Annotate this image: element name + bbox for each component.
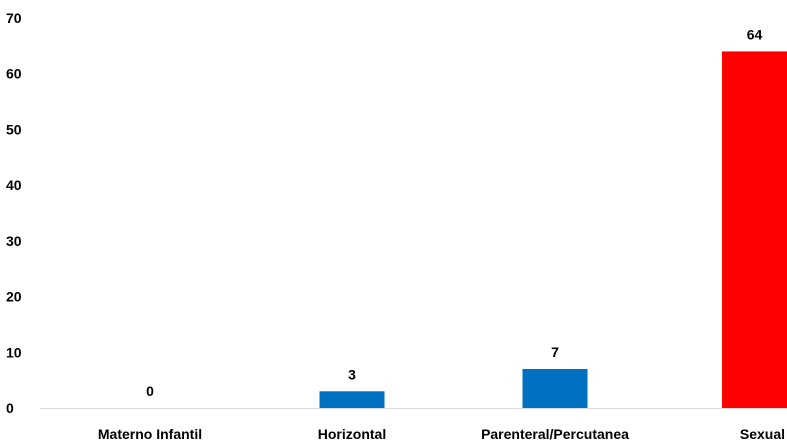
data-label: 7 [551,344,559,360]
bar-parenteral-percutanea [522,369,588,408]
bar-sexual [722,51,787,409]
y-tick-label: 70 [6,10,22,26]
y-tick-label: 50 [6,121,22,137]
category-label: Sexual [740,426,785,442]
category-label: Parenteral/Percutanea [481,426,629,442]
category-labels: Materno Infantil Horizontal Parenteral/Per… [98,426,785,442]
data-labels: 0 3 7 64 [146,26,762,399]
category-label: Materno Infantil [98,426,202,442]
data-label: 64 [747,26,763,42]
y-tick-label: 0 [6,400,14,416]
y-tick-label: 20 [6,289,22,305]
y-tick-label: 60 [6,66,22,82]
y-tick-label: 10 [6,344,22,360]
y-tick-label: 30 [6,233,22,249]
bars [319,51,787,409]
bar-horizontal [319,391,385,408]
data-label: 3 [348,366,356,382]
data-label: 0 [146,383,154,399]
y-tick-label: 40 [6,177,22,193]
y-axis-ticks: 0 10 20 30 40 50 60 70 [6,10,22,416]
category-label: Horizontal [318,426,386,442]
